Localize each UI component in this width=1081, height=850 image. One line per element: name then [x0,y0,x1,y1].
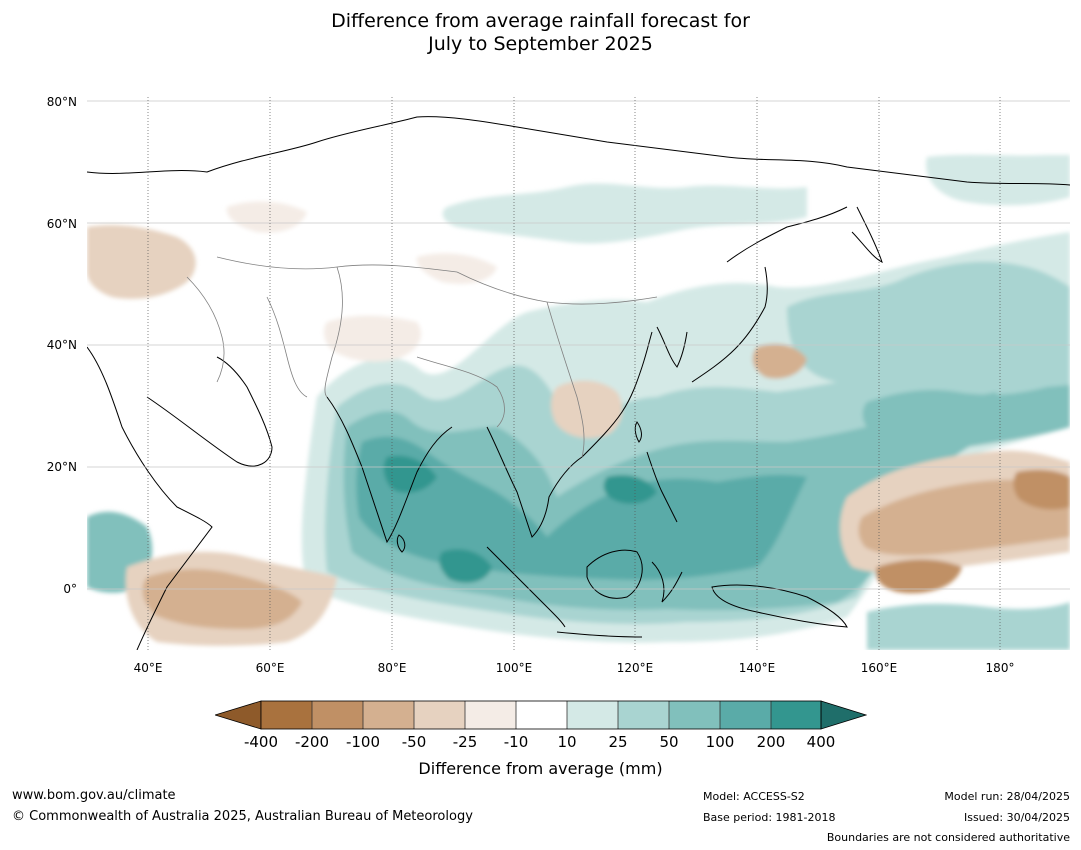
colorbar-bin-10 [720,701,771,729]
lat-label-40n: 40°N [46,338,77,352]
colorbar-tick-5: -25 [452,733,478,751]
india-coast [326,396,453,544]
colorbar-tick-2: -200 [294,733,330,751]
java [556,631,643,638]
map-title: Difference from average rainfall forecas… [0,10,1081,56]
colorbar-label: Difference from average (mm) [418,759,663,778]
model-name: Model: ACCESS-S2 [703,790,805,803]
wet-zone-siberia [442,183,807,244]
colorbar-bin-5 [465,701,516,729]
country-borders [186,256,658,458]
gridlines [87,97,1070,650]
philippines [646,451,678,523]
japan [691,266,768,383]
colorbar-bin-2 [312,701,363,729]
copyright: © Commonwealth of Australia 2025, Austra… [12,809,473,824]
colorbar-arrow-high [820,700,868,730]
colorbar-tick-12: 400 [806,733,836,751]
dry-zone-indian-ocean-2 [142,569,302,629]
lon-label-120e: 120°E [616,661,654,675]
lon-label-40e: 40°E [133,661,163,675]
dry-zone-japan-sea [752,343,807,379]
lon-label-60e: 60°E [255,661,285,675]
lon-label-100e: 100°E [495,661,533,675]
lat-label-80n: 80°N [46,95,77,109]
okhotsk-coast [726,206,848,263]
dry-zone-china [551,380,623,439]
dry-zone-europe [87,225,196,299]
dry-zone-mongolia [416,253,497,284]
colorbar-tick-3: -100 [345,733,381,751]
wet-zone-core [356,436,807,580]
china-coast [581,331,653,458]
boundaries-disclaimer: Boundaries are not considered authoritat… [826,831,1070,844]
borneo [586,549,643,599]
anomaly-shading [87,154,1070,650]
africa-east-coast [87,346,213,650]
dry-zone-central-pacific-2 [858,479,1070,556]
sulawesi [651,561,683,603]
title-line-1: Difference from average rainfall forecas… [331,10,750,32]
colorbar-bin-11 [771,701,821,729]
colorbar-tick-8: 25 [608,733,628,751]
wet-zone-east-siberia [926,154,1070,206]
colorbar-tick-11: 200 [756,733,786,751]
colorbar-tick-4: -50 [401,733,427,751]
colorbar-bin-7 [567,701,618,729]
sri-lanka [396,534,406,553]
wet-zone-pacific-north [787,261,1070,382]
lon-label-140e: 140°E [738,661,776,675]
wet-zone-pacific-band [862,385,1070,447]
base-period: Base period: 1981-2018 [703,811,836,824]
dry-zone-central-pacific-3 [875,469,1070,594]
dry-zone-siberia-west [226,201,307,233]
korea-coast [656,326,688,368]
colorbar-bin-1 [261,701,312,729]
lat-label-20n: 20°N [46,460,77,474]
lon-label-180: 180° [985,661,1015,675]
issued-date: Issued: 30/04/2025 [963,811,1070,824]
colorbar-bin-8 [618,701,669,729]
colorbar-tick-6: -10 [503,733,529,751]
colorbar-bin-4 [414,701,465,729]
colorbar-tick-1: -400 [243,733,279,751]
colorbar-bin-6 [516,701,567,729]
map-canvas [87,97,1070,650]
arabia-coast [146,356,273,467]
coastlines [87,116,1070,650]
lat-label-0: 0° [63,582,77,596]
wet-zone-south-pacific [867,602,1070,650]
title-line-2: July to September 2025 [428,33,653,55]
wet-zone-max [383,455,657,583]
sumatra [486,546,566,628]
colorbar-bin-3 [363,701,414,729]
bom-url: www.bom.gov.au/climate [12,788,176,803]
kamchatka [851,206,883,263]
lon-label-160e: 160°E [860,661,898,675]
lon-label-80e: 80°E [377,661,407,675]
indochina-coast [486,426,583,538]
rainfall-map [87,97,1070,650]
arctic-coast [87,116,1070,186]
colorbar-svg [213,700,868,730]
new-guinea [711,584,848,628]
dry-zone-central-asia [323,315,421,362]
colorbar-bin-9 [669,701,720,729]
colorbar [213,700,868,736]
colorbar-tick-7: 10 [557,733,577,751]
lat-label-60n: 60°N [46,217,77,231]
colorbar-tick-9: 50 [659,733,679,751]
taiwan [634,421,642,443]
colorbar-tick-10: 100 [705,733,735,751]
model-run-date: Model run: 28/04/2025 [944,790,1070,803]
colorbar-arrow-low [213,700,262,730]
